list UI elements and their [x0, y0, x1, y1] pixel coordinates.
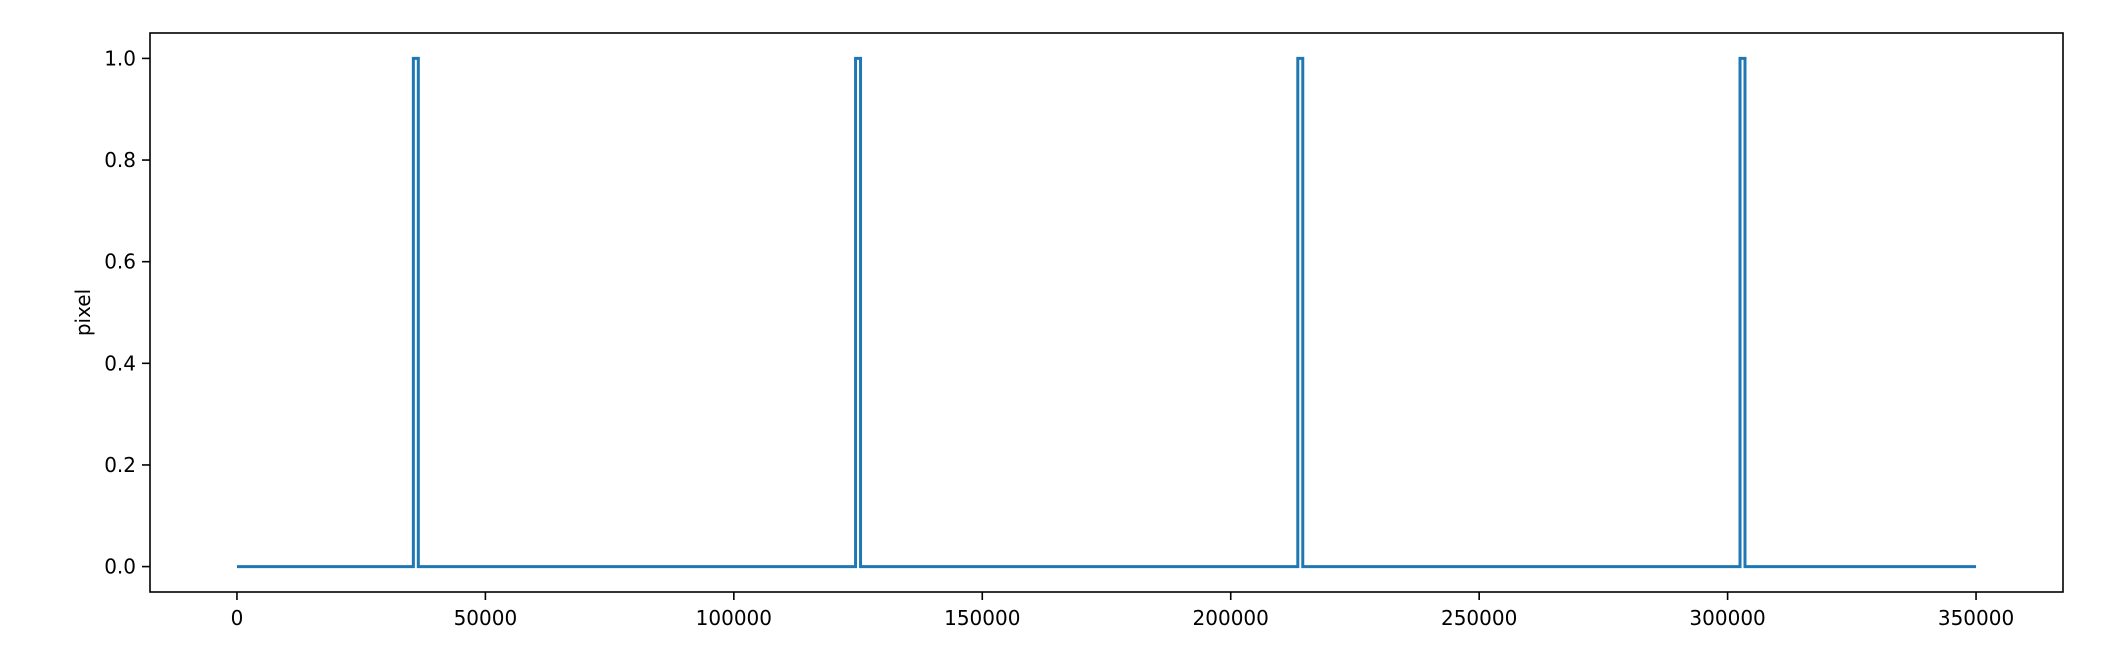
y-axis: 0.0 0.2 0.4 0.6 0.8 1.0 [104, 46, 150, 579]
y-tick-label: 0.6 [104, 250, 136, 274]
plot-area [236, 56, 1977, 569]
x-tick-label: 100000 [696, 606, 772, 630]
x-tick-label: 150000 [944, 606, 1020, 630]
y-tick-label: 0.4 [104, 351, 136, 375]
x-tick-label: 250000 [1441, 606, 1517, 630]
series-line-0 [236, 56, 1977, 569]
x-tick-label: 350000 [1938, 606, 2014, 630]
y-tick-label: 0.8 [104, 148, 136, 172]
x-tick-label: 200000 [1193, 606, 1269, 630]
y-tick-label: 1.0 [104, 46, 136, 70]
x-tick-label: 300000 [1689, 606, 1765, 630]
x-tick-label: 0 [231, 606, 244, 630]
y-axis-label: pixel [71, 289, 95, 336]
y-tick-label: 0.2 [104, 453, 136, 477]
y-tick-label: 0.0 [104, 555, 136, 579]
x-axis: 0 50000 100000 150000 200000 250000 300000 3500… [231, 592, 2014, 630]
axes-frame [149, 32, 2064, 593]
x-tick-label: 50000 [454, 606, 518, 630]
